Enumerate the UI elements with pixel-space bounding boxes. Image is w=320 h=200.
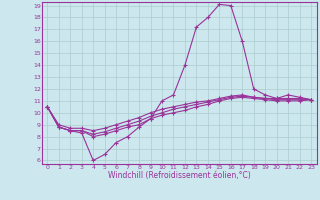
X-axis label: Windchill (Refroidissement éolien,°C): Windchill (Refroidissement éolien,°C)	[108, 171, 251, 180]
